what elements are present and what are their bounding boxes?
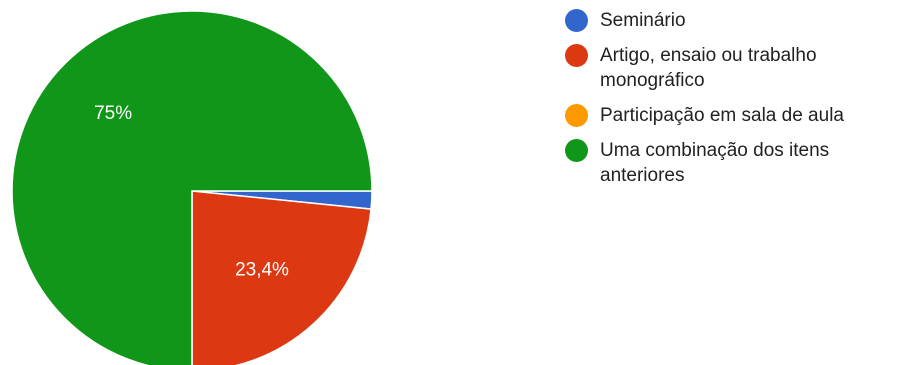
legend-swatch-seminario — [565, 9, 588, 32]
legend-label-participacao: Participação em sala de aula — [600, 105, 844, 126]
legend-item-participacao[interactable]: Participação em sala de aula — [565, 103, 911, 128]
legend-label-artigo: Artigo, ensaio ou trabalho monográfico — [600, 45, 817, 91]
slice-label-combinacao: 75% — [94, 103, 132, 124]
legend: Seminário Artigo, ensaio ou trabalho mon… — [565, 8, 911, 198]
legend-item-artigo[interactable]: Artigo, ensaio ou trabalho monográfico — [565, 43, 911, 93]
legend-label-combinacao: Uma combinação dos itens anteriores — [600, 140, 830, 186]
legend-swatch-combinacao — [565, 139, 588, 162]
slice-label-artigo: 23,4% — [235, 259, 289, 280]
legend-swatch-artigo — [565, 44, 588, 67]
slice-combinacao[interactable] — [11, 10, 373, 365]
legend-label-seminario: Seminário — [600, 10, 686, 31]
legend-item-combinacao[interactable]: Uma combinação dos itens anteriores — [565, 138, 911, 188]
legend-item-seminario[interactable]: Seminário — [565, 8, 911, 33]
slice-artigo[interactable] — [191, 190, 372, 365]
legend-swatch-participacao — [565, 104, 588, 127]
